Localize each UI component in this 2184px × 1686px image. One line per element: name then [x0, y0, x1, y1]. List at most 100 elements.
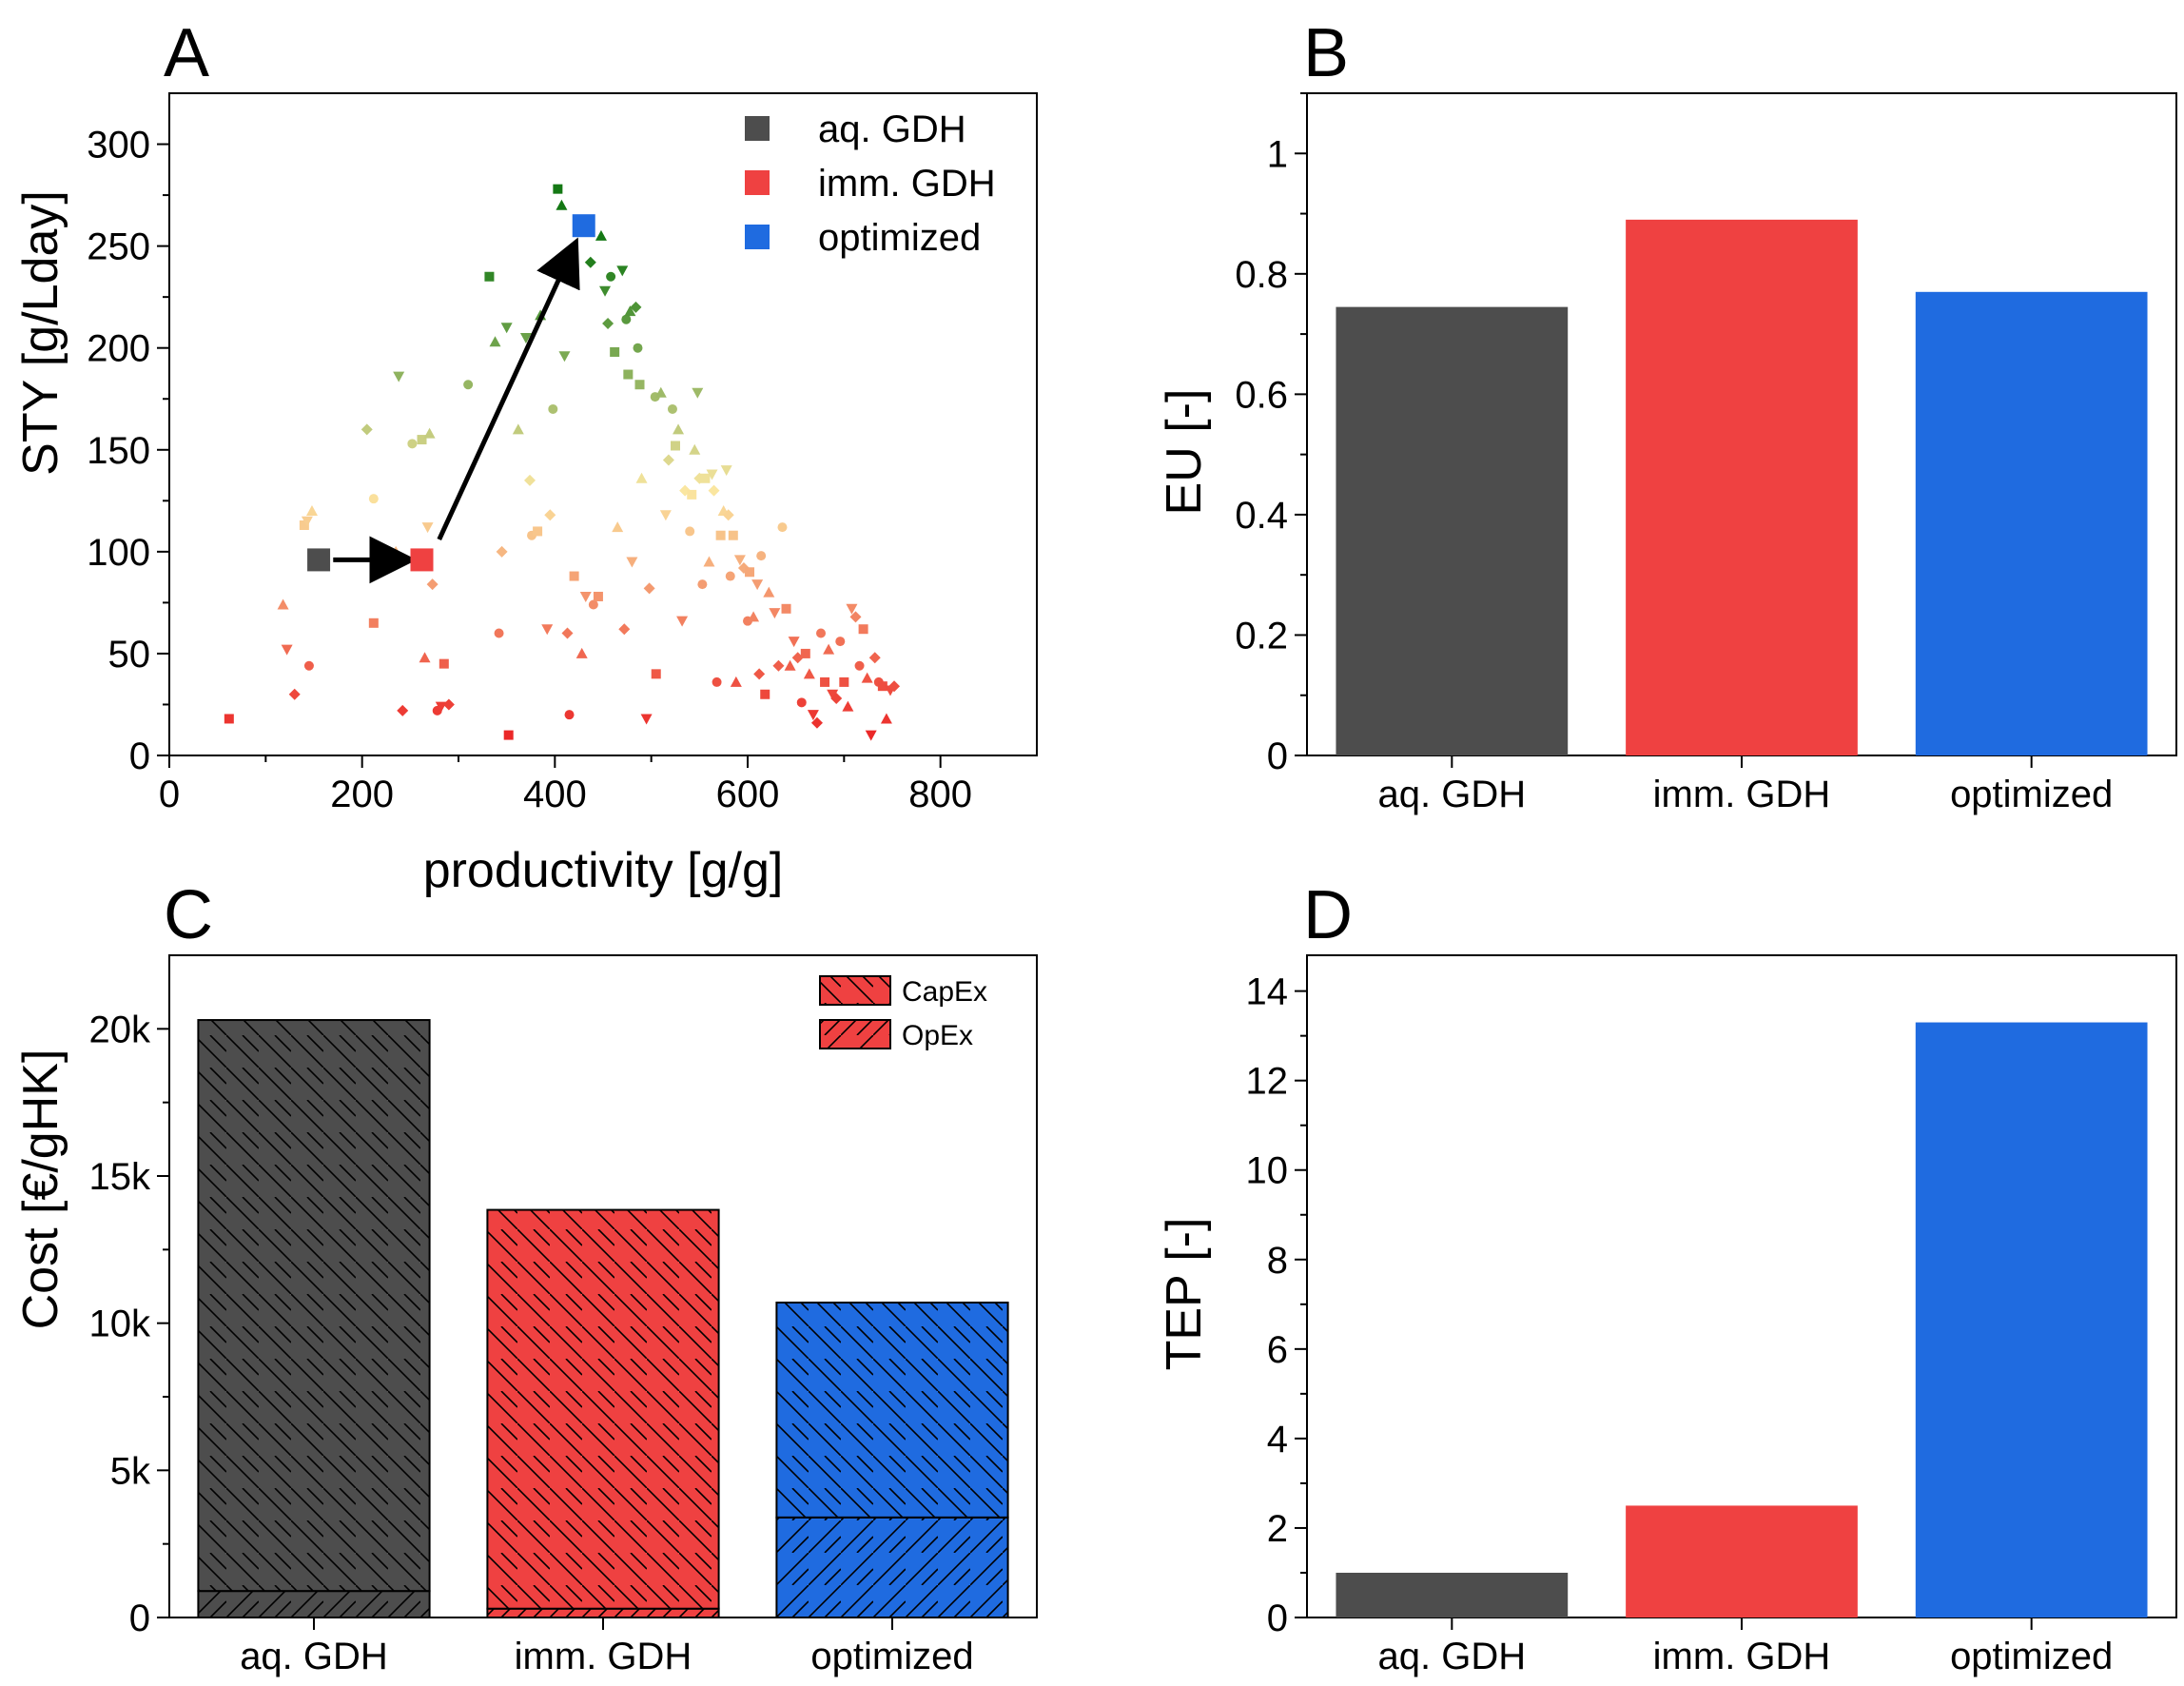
scatter-point — [760, 689, 770, 699]
scatter-point — [541, 624, 554, 636]
scatter-point — [748, 611, 760, 622]
scatter-point — [612, 521, 624, 533]
scatter-point — [305, 505, 318, 517]
scatter-point — [654, 386, 667, 398]
panel-d-ytick-label: 10 — [1246, 1150, 1289, 1192]
scatter-point — [303, 660, 314, 671]
scatter-point — [676, 616, 689, 627]
scatter-point — [807, 710, 819, 721]
panel-d-xtick-label: aq. GDH — [1378, 1636, 1527, 1677]
scatter-point — [868, 652, 881, 664]
scatter-point — [667, 403, 677, 414]
scatter-point — [503, 730, 514, 740]
scatter-point — [548, 403, 558, 414]
bar-segment-capex — [197, 1019, 431, 1593]
legend-label: optimized — [818, 217, 981, 259]
bar — [1626, 219, 1858, 755]
scatter-point — [561, 627, 574, 639]
panel-c-ytick-label: 10k — [89, 1304, 151, 1345]
scatter-point — [301, 516, 313, 527]
scatter-point — [769, 608, 781, 619]
panel-d-ytick-label: 8 — [1267, 1240, 1288, 1282]
panel-a-xtick-label: 200 — [330, 774, 394, 815]
panel-b-xtick-label: aq. GDH — [1378, 774, 1527, 815]
scatter-point — [575, 647, 588, 658]
panel-b-ytick-label: 0 — [1267, 735, 1288, 777]
scatter-point — [224, 714, 234, 724]
scatter-point — [393, 371, 405, 382]
highlight-point-1 — [410, 548, 434, 572]
panel-c-ytick-label: 0 — [129, 1598, 150, 1639]
scatter-point — [484, 271, 495, 282]
scatter-point — [720, 465, 732, 477]
scatter-point — [700, 473, 711, 483]
scatter-point — [610, 346, 620, 357]
panel-b: 0 0.2 0.4 0.6 0.8 1 aq. GDH imm. GDH optimized E… — [1157, 15, 2177, 815]
highlight-point-2 — [572, 214, 595, 238]
scatter-point — [618, 623, 631, 636]
scatter-point — [419, 652, 431, 663]
panel-b-ytick-label: 0.6 — [1235, 374, 1288, 416]
bar-segment-opex — [197, 1590, 431, 1619]
legend-swatch — [745, 170, 770, 195]
scatter-point — [835, 637, 846, 647]
scatter-point — [880, 713, 892, 724]
bar-segment-opex — [486, 1607, 720, 1618]
scatter-point — [523, 474, 536, 486]
panel-d-ytick-label: 4 — [1267, 1419, 1288, 1461]
scatter-point — [519, 332, 532, 343]
scatter-point — [564, 710, 575, 720]
panel-a-xtick-label: 800 — [908, 774, 972, 815]
scatter-point — [816, 628, 827, 638]
scatter-point — [544, 509, 556, 521]
scatter-point — [781, 603, 791, 614]
panel-d-ytick-label: 12 — [1246, 1061, 1289, 1103]
panel-a-ytick-label: 200 — [87, 328, 150, 370]
panel-a-xlabel: productivity [g/g] — [423, 843, 784, 898]
legend-swatch — [745, 116, 770, 141]
panel-d-ytick-label: 14 — [1246, 971, 1289, 1013]
panel-a-ytick-label: 0 — [129, 735, 150, 777]
arrow — [437, 237, 580, 541]
scatter-point — [842, 700, 854, 712]
panel-b-ylabel: EU [-] — [1157, 389, 1212, 516]
panel-d-ytick-label: 6 — [1267, 1329, 1288, 1371]
scatter-point — [849, 611, 862, 623]
scatter-point — [624, 305, 636, 317]
scatter-point — [623, 369, 634, 380]
scatter-point — [861, 672, 873, 683]
panel-a-axes-frame — [168, 92, 1038, 756]
scatter-point — [659, 510, 672, 521]
panel-c-ytick-label: 20k — [89, 1009, 151, 1050]
panel-c-ylabel: Cost [€/gHK] — [13, 1049, 68, 1330]
scatter-point — [763, 586, 775, 598]
scatter-point — [823, 643, 835, 655]
bar — [1336, 1572, 1569, 1617]
scatter-point — [368, 618, 379, 628]
scatter-point — [772, 659, 785, 672]
panel-a-xtick-label: 600 — [716, 774, 780, 815]
scatter-point — [630, 301, 642, 313]
legend-label: OpEx — [902, 1020, 973, 1051]
bar-segment-capex — [486, 1208, 720, 1610]
bar-segment-opex — [775, 1516, 1009, 1618]
panel-letter-d: D — [1303, 877, 1353, 953]
panel-d-xtick-label: optimized — [1950, 1636, 2113, 1677]
scatter-point — [697, 579, 708, 590]
scatter-point — [854, 660, 865, 671]
scatter-point — [751, 579, 764, 591]
scatter-point — [756, 551, 767, 561]
scatter-point — [281, 644, 293, 656]
panel-d-ylabel: TEP [-] — [1157, 1218, 1212, 1371]
panel-d-ytick-label: 0 — [1267, 1598, 1288, 1639]
scatter-point — [877, 681, 887, 692]
scatter-point — [417, 435, 427, 445]
scatter-point — [634, 380, 645, 390]
scatter-point — [722, 509, 734, 521]
panel-d-xtick-label: imm. GDH — [1653, 1636, 1831, 1677]
scatter-point — [556, 199, 568, 210]
panel-a-ytick-label: 50 — [108, 634, 151, 676]
scatter-point — [820, 676, 830, 687]
scatter-point — [673, 423, 685, 435]
panel-b-ytick-label: 1 — [1267, 133, 1288, 175]
